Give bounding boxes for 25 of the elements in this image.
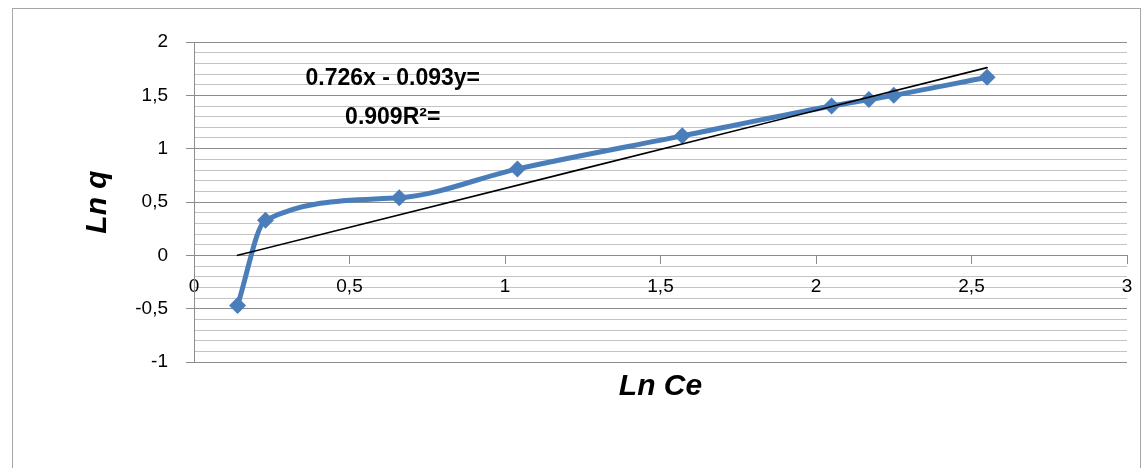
x-tick-label: 2,5 xyxy=(958,274,985,296)
point xyxy=(390,189,408,207)
x-tick-label: 1,5 xyxy=(647,274,674,296)
x-tick-label: 0 xyxy=(188,274,200,296)
annotation: 0.909R²= xyxy=(345,103,441,130)
y-axis-title: Ln q xyxy=(79,170,113,234)
point xyxy=(978,68,996,86)
y-tick-label: 1,5 xyxy=(141,83,168,105)
point xyxy=(229,296,247,314)
point xyxy=(673,127,691,145)
point xyxy=(257,211,275,229)
point xyxy=(508,160,526,178)
x-tick-label: 0,5 xyxy=(336,274,363,296)
y-tick-label: 2 xyxy=(157,30,168,52)
x-tick-label: 3 xyxy=(1121,274,1133,296)
y-tick-label: -1 xyxy=(151,350,168,372)
x-axis-title: Ln Ce xyxy=(618,368,703,402)
point xyxy=(885,86,903,104)
x-tick-label: 1 xyxy=(499,274,511,296)
y-tick-label: 1 xyxy=(157,136,168,158)
annotation: 0.726x - 0.093y= xyxy=(305,64,481,91)
y-tick-label: 0,5 xyxy=(141,190,168,212)
y-tick-label: -0,5 xyxy=(135,296,168,318)
y-tick-label: 0 xyxy=(157,243,168,265)
x-tick-label: 2 xyxy=(810,274,822,296)
